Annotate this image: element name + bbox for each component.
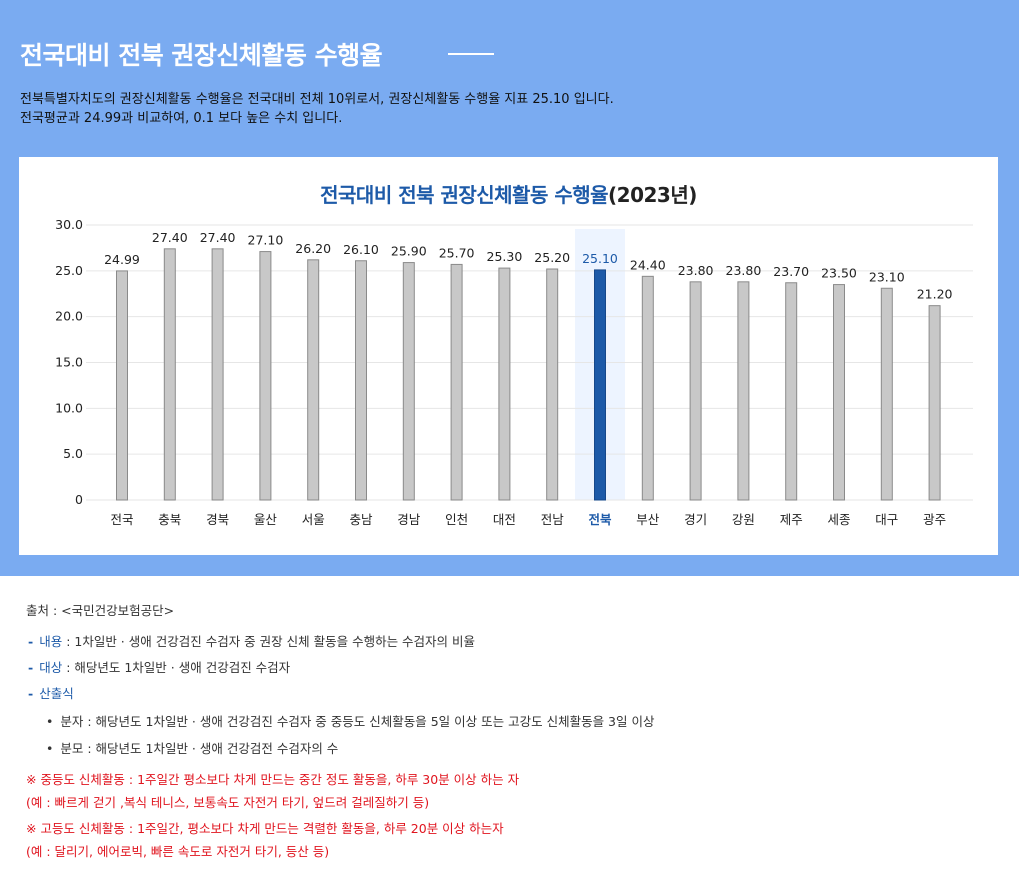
data-label: 27.40	[152, 230, 188, 245]
note-target: - 대상 : 해당년도 1차일반 · 생애 건강검진 수검자	[28, 657, 290, 676]
moderate-activity-line-2: (예 : 빠르게 걷기 ,복식 테니스, 보통속도 자전거 타기, 엎드려 걸레…	[26, 795, 430, 810]
x-tick-label: 경북	[206, 512, 229, 527]
data-label: 26.20	[295, 241, 331, 256]
x-tick-label: 대구	[875, 512, 898, 527]
x-tick-label: 충남	[349, 512, 373, 527]
data-label: 23.10	[869, 269, 905, 284]
note-content-text: : 1차일반 · 생애 건강검진 수검자 중 권장 신체 활동을 수행하는 수검…	[62, 634, 476, 649]
bar	[546, 268, 559, 501]
bar	[880, 287, 893, 501]
bar	[594, 269, 606, 501]
vigorous-activity-line-2: (예 : 달리기, 에어로빅, 빠른 속도로 자전거 타기, 등산 등)	[26, 844, 330, 859]
source-text: 출처 : <국민건강보험공단>	[26, 603, 175, 618]
x-tick-label: 서울	[302, 512, 325, 527]
bar	[498, 267, 511, 501]
x-tick-label: 전북	[588, 512, 612, 527]
data-label: 25.10	[582, 251, 618, 266]
data-label: 24.40	[630, 257, 666, 272]
note-content: - 내용 : 1차일반 · 생애 건강검진 수검자 중 권장 신체 활동을 수행하…	[28, 631, 475, 650]
x-tick-label: 세종	[827, 512, 850, 527]
data-label: 25.20	[534, 250, 570, 265]
page-title: 전국대비 전북 권장신체활동 수행율	[20, 41, 383, 70]
title-underline-decoration	[448, 53, 494, 55]
x-tick-label: 제주	[780, 512, 803, 527]
bar	[355, 260, 367, 501]
dash-icon: -	[28, 660, 34, 675]
bar	[450, 263, 463, 501]
chart-title-main: 전국대비 전북 권장신체활동 수행율	[320, 183, 609, 207]
data-label: 23.70	[773, 264, 809, 279]
note-denominator: • 분모 : 해당년도 1차일반 · 생애 건강검전 수검자의 수	[46, 738, 338, 757]
data-label: 26.10	[343, 242, 379, 257]
vigorous-activity-line-1: ※ 고등도 신체활동 : 1주일간, 평소보다 차게 만드는 격렬한 활동을, …	[26, 821, 504, 836]
chart-card: 전국대비 전북 권장신체활동 수행율(2023년) 0 5.0 10.0 15.0 20…	[19, 157, 998, 555]
x-tick-label: 인천	[445, 512, 468, 527]
y-tick-label: 30.0	[55, 217, 83, 232]
y-tick-label: 0	[75, 492, 83, 507]
note-content-key: 내용	[39, 634, 63, 649]
bar	[259, 251, 272, 501]
note-denominator-text: 분모 : 해당년도 1차일반 · 생애 건강검전 수검자의 수	[60, 741, 339, 756]
x-tick-label: 충북	[158, 512, 181, 527]
x-tick-label: 부산	[636, 512, 660, 527]
summary-line-2: 전국평균과 24.99과 비교하여, 0.1 보다 높은 수치 입니다.	[20, 111, 343, 126]
note-target-key: 대상	[39, 660, 63, 675]
y-tick-label: 10.0	[55, 400, 83, 415]
note-formula: - 산출식	[28, 683, 74, 702]
x-tick-label: 경기	[684, 512, 707, 527]
summary-text: 전북특별자치도의 권장신체활동 수행율은 전국대비 전체 10위로서, 권장신체…	[20, 90, 1000, 128]
data-label: 24.99	[104, 252, 140, 267]
data-label: 21.20	[917, 287, 953, 302]
summary-line-1: 전북특별자치도의 권장신체활동 수행율은 전국대비 전체 10위로서, 권장신체…	[20, 92, 614, 107]
data-label: 25.70	[439, 245, 475, 260]
bar	[211, 248, 224, 501]
y-tick-label: 20.0	[55, 309, 83, 324]
moderate-activity-line-1: ※ 중등도 신체활동 : 1주일간 평소보다 차게 만드는 중간 정도 활동을,…	[26, 772, 520, 787]
data-label: 25.30	[487, 249, 523, 264]
bar	[116, 270, 128, 501]
bar	[307, 259, 320, 501]
note-numerator-text: 분자 : 해당년도 1차일반 · 생애 건강검진 수검자 중 중등도 신체활동을…	[60, 714, 655, 729]
bar	[641, 275, 654, 501]
dash-icon: -	[28, 686, 34, 701]
y-tick-label: 25.0	[55, 263, 83, 278]
x-tick-label: 울산	[254, 512, 278, 527]
chart-title: 전국대비 전북 권장신체활동 수행율(2023년)	[19, 179, 998, 208]
x-tick-label: 대전	[493, 512, 516, 527]
bar	[833, 284, 845, 501]
data-label: 27.10	[248, 233, 284, 248]
data-label: 23.50	[821, 266, 857, 281]
note-formula-key: 산출식	[39, 686, 74, 701]
chart-title-year: (2023년)	[608, 183, 697, 207]
bullet-icon: •	[46, 741, 54, 756]
note-numerator: • 분자 : 해당년도 1차일반 · 생애 건강검진 수검자 중 중등도 신체활동…	[46, 711, 654, 730]
data-label: 27.40	[200, 230, 236, 245]
data-label: 23.80	[726, 263, 762, 278]
x-tick-label: 전남	[541, 512, 565, 527]
bullet-icon: •	[46, 714, 54, 729]
y-tick-label: 15.0	[55, 355, 83, 370]
bar	[402, 262, 415, 501]
y-tick-label: 5.0	[63, 446, 83, 461]
top-panel: 전국대비 전북 권장신체활동 수행율 전북특별자치도의 권장신체활동 수행율은 …	[0, 0, 1019, 576]
data-label: 23.80	[678, 263, 714, 278]
x-tick-label: 광주	[923, 512, 946, 527]
bar	[737, 281, 750, 501]
x-tick-label: 전국	[110, 512, 133, 527]
bar	[785, 282, 798, 501]
x-tick-label: 경남	[397, 512, 421, 527]
data-label: 25.90	[391, 244, 427, 259]
bar	[689, 281, 702, 501]
bar	[928, 305, 941, 501]
bar-chart: 0 5.0 10.0 15.0 20.0 25.0 30.0 24.99 전국 27.40 충북 27…	[55, 217, 973, 527]
note-target-text: : 해당년도 1차일반 · 생애 건강검진 수검자	[62, 660, 291, 675]
x-tick-label: 강원	[732, 512, 755, 527]
bar	[163, 248, 176, 501]
dash-icon: -	[28, 634, 34, 649]
